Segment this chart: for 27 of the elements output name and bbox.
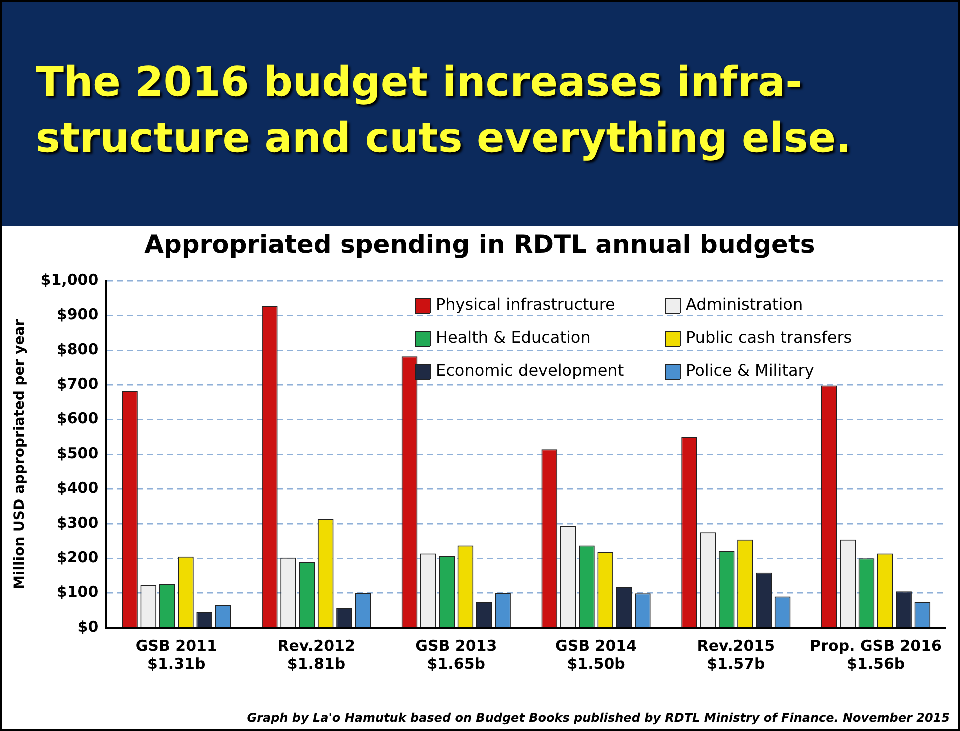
chart-title: The 2016 budget increases infra-structure and cuts everything else. [36, 57, 853, 164]
x-tick-label: GSB 2013 $1.65b [416, 636, 498, 673]
y-tick-label: $300 [56, 514, 99, 532]
x-tick-label: Prop. GSB 2016 $1.56b [810, 636, 942, 673]
legend-label: Health & Education [436, 328, 591, 348]
x-tick-label: GSB 2011 $1.31b [136, 636, 218, 673]
y-tick-label: $400 [56, 479, 99, 498]
y-tick-label: $900 [56, 306, 99, 324]
legend-label: Physical infrastructure [436, 295, 616, 314]
x-tick-label: GSB 2014 $1.50b [556, 636, 638, 673]
chart-subtitle: Appropriated spending in RDTL annual budgets [144, 230, 816, 259]
y-tick-label: $1,000 [40, 270, 99, 289]
legend-label: Administration [686, 295, 804, 314]
y-tick-label: $800 [56, 340, 99, 358]
legend-label: Police & Military [686, 361, 814, 380]
x-tick-label: Rev.2015 $1.57b [697, 636, 776, 673]
y-tick-label: $600 [56, 410, 99, 428]
x-tick-label: Rev.2012 $1.81b [278, 636, 356, 673]
y-tick-label: $500 [56, 444, 99, 462]
y-tick-label: $700 [56, 374, 99, 393]
legend-label: Public cash transfers [686, 328, 852, 348]
y-tick-label: $100 [56, 583, 99, 602]
text: Graph by La'o Hamutuk based on Budget Books published by RDTL Ministry of Finance. November 2015 [247, 711, 950, 725]
y-tick-label: $0 [78, 618, 99, 636]
y-axis-title: Million USD appropriated per year [12, 319, 28, 590]
y-tick-label: $200 [56, 548, 99, 566]
legend-label: Economic development [436, 361, 624, 380]
